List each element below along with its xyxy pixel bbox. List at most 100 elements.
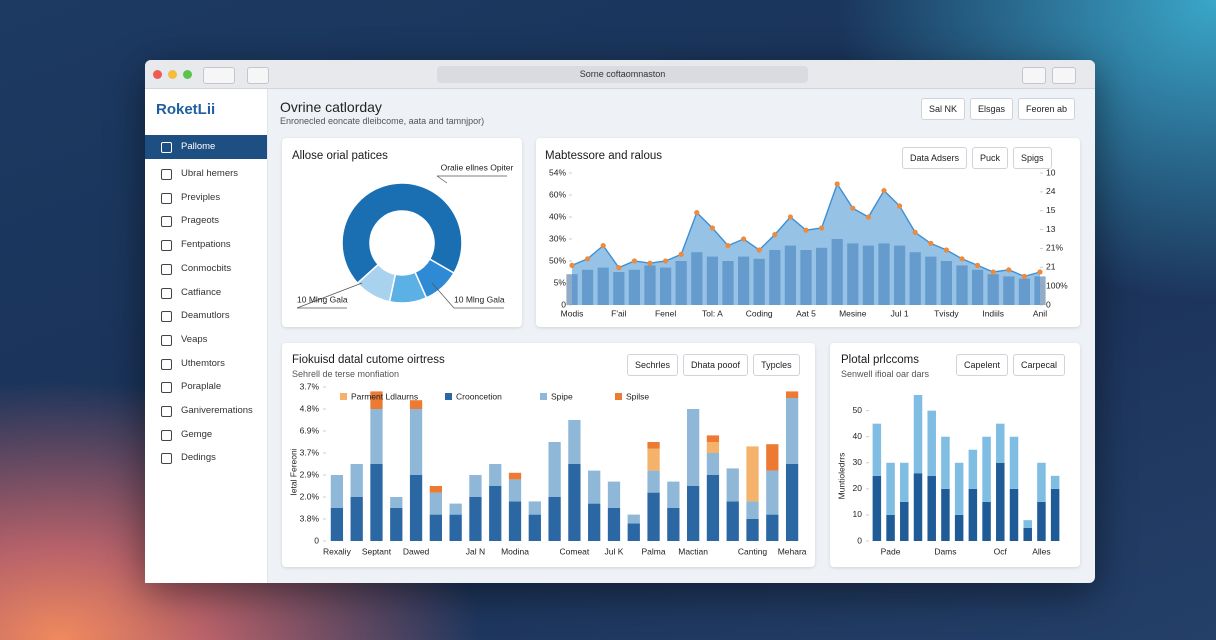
header-button[interactable]: Feoren ab [1018, 98, 1076, 120]
bar-segment [409, 400, 423, 409]
x-tick-label: Mactian [678, 546, 708, 556]
bar-segment [370, 409, 383, 464]
nav-item[interactable]: Fentpations [145, 233, 267, 257]
marker [928, 240, 934, 246]
nav-icon [161, 263, 172, 275]
marker [990, 269, 996, 275]
nav-buttons[interactable] [203, 67, 235, 84]
x-tick-label: F'ail [611, 308, 626, 318]
nav-label: Conmocbits [181, 262, 232, 274]
nav-icon [161, 382, 172, 394]
y-tick-label: 0 [857, 535, 862, 545]
marker [897, 203, 903, 209]
card-button[interactable]: Data Adsers [902, 147, 968, 169]
y-tick-label: 21 [1046, 262, 1056, 272]
nav-label: Pallome [181, 141, 216, 152]
donut-slice [341, 182, 463, 285]
y-tick-label: 3.7% [300, 381, 320, 391]
bar-segment [1009, 436, 1019, 489]
marker [741, 236, 747, 242]
card-button[interactable]: Capelent [956, 354, 1009, 376]
bar-segment [647, 470, 660, 493]
bar-segment [726, 468, 739, 502]
y-tick-label: 4.8% [300, 403, 320, 413]
card-button[interactable]: Spigs [1013, 147, 1052, 169]
nav-item[interactable]: Prageots [145, 209, 267, 233]
sidebar-toggle[interactable] [247, 67, 269, 84]
bar-segment [706, 442, 720, 453]
y-tick-label: 15 [1046, 205, 1056, 215]
marker [787, 214, 793, 220]
page-title: Ovrine catlorday [280, 99, 382, 115]
y-tick-label: 100% [1046, 280, 1068, 290]
nav-label: Catfiance [181, 286, 222, 298]
x-tick-label: Modis [561, 308, 584, 318]
nav-item[interactable]: Dedings [145, 446, 267, 470]
bar-segment [508, 501, 522, 541]
tabs-button[interactable] [1052, 67, 1076, 84]
nav-item[interactable]: Previples [145, 186, 267, 210]
bar-segment [1037, 462, 1046, 502]
bar-segment [390, 508, 403, 541]
bar-segment [1037, 501, 1046, 541]
nav-item[interactable]: Catfiance [145, 281, 267, 305]
nav-item[interactable]: Ganiveremations [145, 399, 267, 423]
logo[interactable]: RoketLii [156, 101, 216, 118]
card-button[interactable]: Dhata pooof [683, 354, 749, 376]
bookmark-button[interactable] [1022, 67, 1046, 84]
stacked-bar-chart: 03.8%2.0%2.9%3.7%6.9%4.8%3.7%Ietal Fereo… [288, 381, 807, 556]
nav-item[interactable]: Deamutlors [145, 304, 267, 328]
minimize-button[interactable] [168, 70, 177, 79]
bar-segment [607, 508, 621, 541]
bar-segment [647, 448, 660, 471]
nav-label: Ubral hemers [181, 168, 239, 179]
card-button[interactable]: Puck [972, 147, 1009, 169]
legend-swatch [540, 393, 547, 400]
header-button[interactable]: Sal NK [921, 98, 966, 120]
nav-item[interactable]: Veaps [145, 328, 267, 352]
leader-line [431, 282, 455, 309]
url-bar[interactable]: Sorne coftaomnaston [437, 66, 808, 83]
nav-label: Fentpations [181, 239, 231, 251]
card-button[interactable]: Carpecal [1013, 354, 1066, 376]
bar-segment [607, 481, 621, 508]
bar-segment [766, 444, 779, 471]
bar-segment [588, 503, 601, 541]
stacked-bar-chart: 0 10 20 30 40 50 Muntioledrrs Pade Dams Ocf Alles [836, 395, 1060, 556]
marker [663, 258, 669, 264]
bar-segment [872, 423, 882, 476]
area [572, 184, 1040, 305]
close-button[interactable] [153, 70, 162, 79]
nav-item[interactable]: Gemge [145, 423, 267, 447]
bar-segment [996, 423, 1005, 463]
nav-label: Gemge [181, 428, 213, 440]
bar-segment [913, 473, 923, 541]
y-tick-label: 60% [549, 189, 566, 199]
bar-segment [548, 442, 561, 497]
bar-segment [390, 497, 403, 508]
card-button[interactable]: Typcles [753, 354, 800, 376]
y-tick-label: 24 [1046, 186, 1056, 196]
zoom-button[interactable] [183, 70, 192, 79]
nav-item[interactable]: Uthemtors [145, 352, 267, 376]
card-title: Plotal prlccoms [841, 354, 919, 366]
legend-label: Crooncetion [456, 391, 502, 401]
nav-item[interactable]: Conmocbits [145, 257, 267, 281]
nav-label: Deamutlors [181, 310, 230, 322]
header-button[interactable]: Elsgas [970, 98, 1014, 120]
card-subtitle: Sehrell de terse monfiation [292, 369, 400, 379]
bar-segment [968, 449, 978, 489]
leader-line [436, 175, 448, 184]
bar-segment [370, 391, 383, 409]
bar-segment [746, 446, 759, 502]
bar-segment [746, 519, 759, 541]
x-tick-label: Dams [934, 546, 956, 556]
card-button[interactable]: Sechrles [627, 354, 679, 376]
nav-label: Veaps [181, 333, 208, 345]
header-buttons: Sal NK Elsgas Feoren ab [921, 98, 1076, 120]
nav-label: Poraplale [181, 381, 222, 393]
nav-item[interactable]: Ubral hemers [145, 162, 267, 186]
nav-item[interactable]: Poraplale [145, 375, 267, 399]
nav-item[interactable]: Pallome [145, 135, 267, 159]
bar-segment [872, 475, 882, 541]
